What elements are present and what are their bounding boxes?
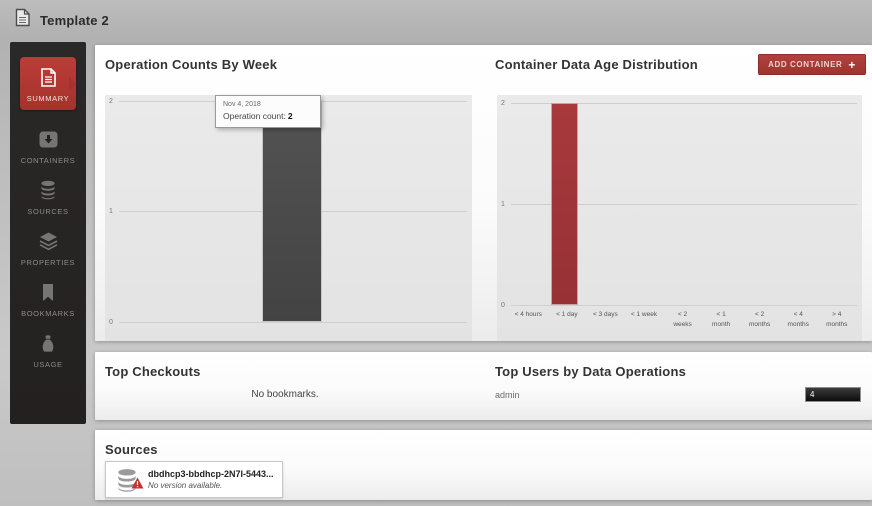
usage-icon: [39, 332, 57, 354]
y-tick: 1: [501, 201, 505, 208]
data-age-section: Container Data Age Distribution ADD CONT…: [485, 45, 872, 341]
plus-icon: +: [848, 57, 856, 72]
sidebar-item-label: SUMMARY: [26, 94, 70, 103]
top-checkouts-section: Top Checkouts No bookmarks.: [95, 352, 475, 420]
user-row: admin 4: [495, 387, 861, 403]
warning-icon: [131, 476, 144, 494]
layers-icon: [38, 230, 59, 252]
gridline: [511, 103, 857, 104]
tooltip-text: Operation count: 2: [223, 111, 313, 121]
x-tick: < 3 days: [593, 311, 618, 318]
x-tick: < 2 months: [748, 311, 771, 328]
x-tick: < 2 weeks: [673, 311, 692, 328]
x-tick: > 4 months: [826, 311, 848, 328]
sidebar-item-summary[interactable]: SUMMARY: [20, 57, 76, 110]
y-tick: 1: [109, 208, 113, 215]
sidebar-nav: SUMMARY CONTAINERS SOURCES PROPERTIES BO: [10, 42, 86, 424]
sidebar-item-label: PROPERTIES: [20, 258, 76, 267]
chart-tooltip: Nov 4, 2018 Operation count: 2: [215, 95, 321, 128]
page-title: Template 2: [40, 12, 109, 28]
y-tick: 2: [109, 98, 113, 105]
data-age-title: Container Data Age Distribution: [495, 57, 698, 72]
x-tick: < 1 week: [630, 311, 658, 318]
source-card[interactable]: dbdhcp3-bbdhcp-2N7I-5443... No version a…: [105, 461, 283, 498]
y-tick: 0: [501, 302, 505, 309]
top-users-title: Top Users by Data Operations: [495, 364, 687, 379]
tooltip-date: Nov 4, 2018: [223, 101, 261, 108]
charts-panel: Operation Counts By Week 2 1 0 Nov 4, 20…: [95, 45, 872, 341]
x-tick: < 4 months: [787, 311, 809, 328]
sidebar-item-usage[interactable]: USAGE: [10, 332, 86, 369]
source-status: No version available.: [148, 481, 223, 490]
tooltip-label: Operation count:: [223, 111, 286, 121]
operation-counts-title: Operation Counts By Week: [105, 57, 278, 72]
document-icon: [39, 66, 58, 88]
no-bookmarks-text: No bookmarks.: [251, 389, 319, 400]
gridline: [511, 204, 857, 205]
data-age-bar[interactable]: [551, 103, 578, 305]
operation-counts-chart: 2 1 0 Nov 4, 2018 Operation count: 2: [105, 95, 472, 341]
operation-count-bar[interactable]: [262, 101, 322, 322]
sidebar-item-label: CONTAINERS: [20, 156, 76, 165]
sidebar-item-label: USAGE: [33, 360, 63, 369]
y-tick: 0: [109, 319, 113, 326]
sidebar-item-label: SOURCES: [27, 207, 69, 216]
top-bar: Template 2: [0, 0, 872, 40]
user-operations-value: 4: [810, 390, 815, 399]
sources-panel: Sources dbdhcp3-bbdhcp-2N7I-5443... No v…: [95, 430, 872, 500]
data-age-chart: 2 1 0 < 4 hours < 1 day < 3 days < 1 wee…: [497, 95, 862, 341]
add-container-button[interactable]: ADD CONTAINER +: [758, 54, 866, 75]
sidebar-item-properties[interactable]: PROPERTIES: [10, 230, 86, 267]
gridline: [119, 322, 467, 323]
top-checkouts-title: Top Checkouts: [105, 364, 201, 379]
container-icon: [38, 128, 59, 150]
sidebar-item-label: BOOKMARKS: [21, 309, 75, 318]
y-tick: 2: [501, 100, 505, 107]
x-tick: < 4 hours: [514, 311, 542, 318]
source-name: dbdhcp3-bbdhcp-2N7I-5443...: [148, 469, 274, 479]
x-tick: < 1 day: [556, 311, 578, 318]
sidebar-item-containers[interactable]: CONTAINERS: [10, 128, 86, 165]
sidebar-item-sources[interactable]: SOURCES: [10, 179, 86, 216]
x-tick: < 1 month: [712, 311, 731, 328]
database-icon: [115, 468, 144, 492]
user-operations-bar: 4: [805, 387, 861, 402]
stats-panel: Top Checkouts No bookmarks. Top Users by…: [95, 352, 872, 420]
top-users-section: Top Users by Data Operations admin 4: [485, 352, 872, 420]
template-document-icon: [14, 8, 31, 32]
gridline: [511, 305, 857, 306]
user-name: admin: [495, 390, 520, 400]
source-card-text: dbdhcp3-bbdhcp-2N7I-5443... No version a…: [148, 469, 274, 490]
operation-counts-section: Operation Counts By Week 2 1 0 Nov 4, 20…: [95, 45, 475, 341]
tooltip-value: 2: [287, 111, 293, 121]
sources-title: Sources: [105, 442, 158, 457]
database-icon: [39, 179, 57, 201]
bookmark-icon: [41, 281, 55, 303]
sidebar-item-bookmarks[interactable]: BOOKMARKS: [10, 281, 86, 318]
add-container-label: ADD CONTAINER: [768, 60, 843, 69]
